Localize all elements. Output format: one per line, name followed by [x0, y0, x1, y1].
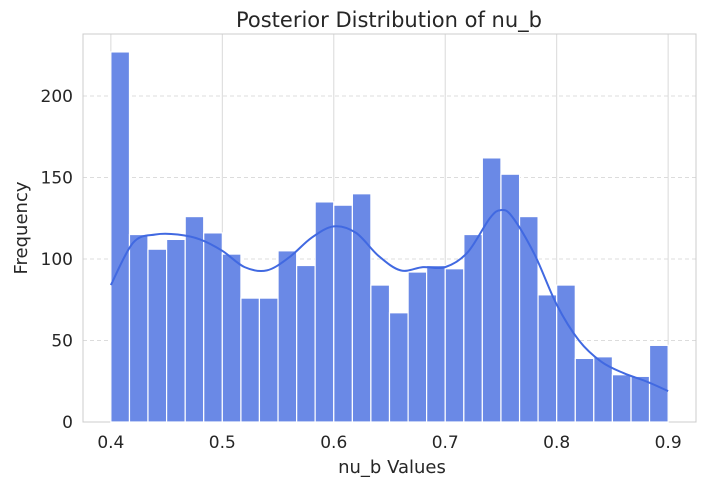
- histogram-bar: [630, 375, 651, 423]
- histogram-bar: [388, 312, 409, 423]
- y-tick-labels: 0 50 100 150 200: [41, 87, 73, 433]
- histogram-bar: [556, 284, 576, 423]
- histogram-bar: [481, 157, 502, 423]
- histogram-bar: [407, 271, 428, 423]
- histogram-bar: [240, 297, 261, 423]
- histogram-bar: [518, 215, 539, 423]
- x-axis-label: nu_b Values: [338, 457, 446, 478]
- y-tick-label: 100: [41, 250, 73, 270]
- histogram-bar: [203, 232, 223, 423]
- histogram-bar: [351, 193, 372, 423]
- histogram-bar: [128, 233, 149, 423]
- histogram-bar: [147, 248, 168, 423]
- histogram-bar: [574, 357, 595, 423]
- histogram-bar: [165, 238, 186, 423]
- y-tick-label: 200: [41, 87, 73, 107]
- histogram-bar: [258, 297, 279, 423]
- histogram-bar: [333, 204, 353, 423]
- x-tick-label: 0.7: [432, 433, 459, 453]
- histogram-bar: [296, 264, 316, 423]
- x-tick-label: 0.6: [320, 433, 347, 453]
- histogram-bar: [110, 51, 131, 423]
- histogram-bar: [537, 294, 558, 423]
- histogram-bar: [611, 374, 632, 423]
- histogram-bar: [221, 253, 242, 423]
- y-tick-label: 150: [41, 168, 73, 188]
- x-tick-label: 0.4: [97, 433, 124, 453]
- x-tick-label: 0.8: [543, 433, 570, 453]
- bars-layer: [110, 51, 669, 423]
- histogram-bar: [463, 233, 483, 423]
- histogram-bar: [500, 173, 521, 423]
- histogram-bar: [184, 215, 205, 423]
- kde-curve: [109, 208, 669, 392]
- histogram-bar: [444, 268, 465, 423]
- x-tick-label: 0.5: [209, 433, 236, 453]
- y-axis-label: Frequency: [11, 181, 32, 274]
- histogram-bar: [314, 201, 335, 423]
- y-tick-label: 50: [51, 331, 73, 351]
- histogram-bar: [277, 250, 298, 423]
- y-tick-label: 0: [62, 413, 73, 433]
- histogram-bar: [426, 264, 446, 423]
- x-tick-label: 0.9: [655, 433, 682, 453]
- chart-title: Posterior Distribution of nu_b: [236, 8, 542, 33]
- histogram-bar: [370, 284, 391, 423]
- x-tick-labels: 0.4 0.5 0.6 0.7 0.8 0.9: [97, 433, 681, 453]
